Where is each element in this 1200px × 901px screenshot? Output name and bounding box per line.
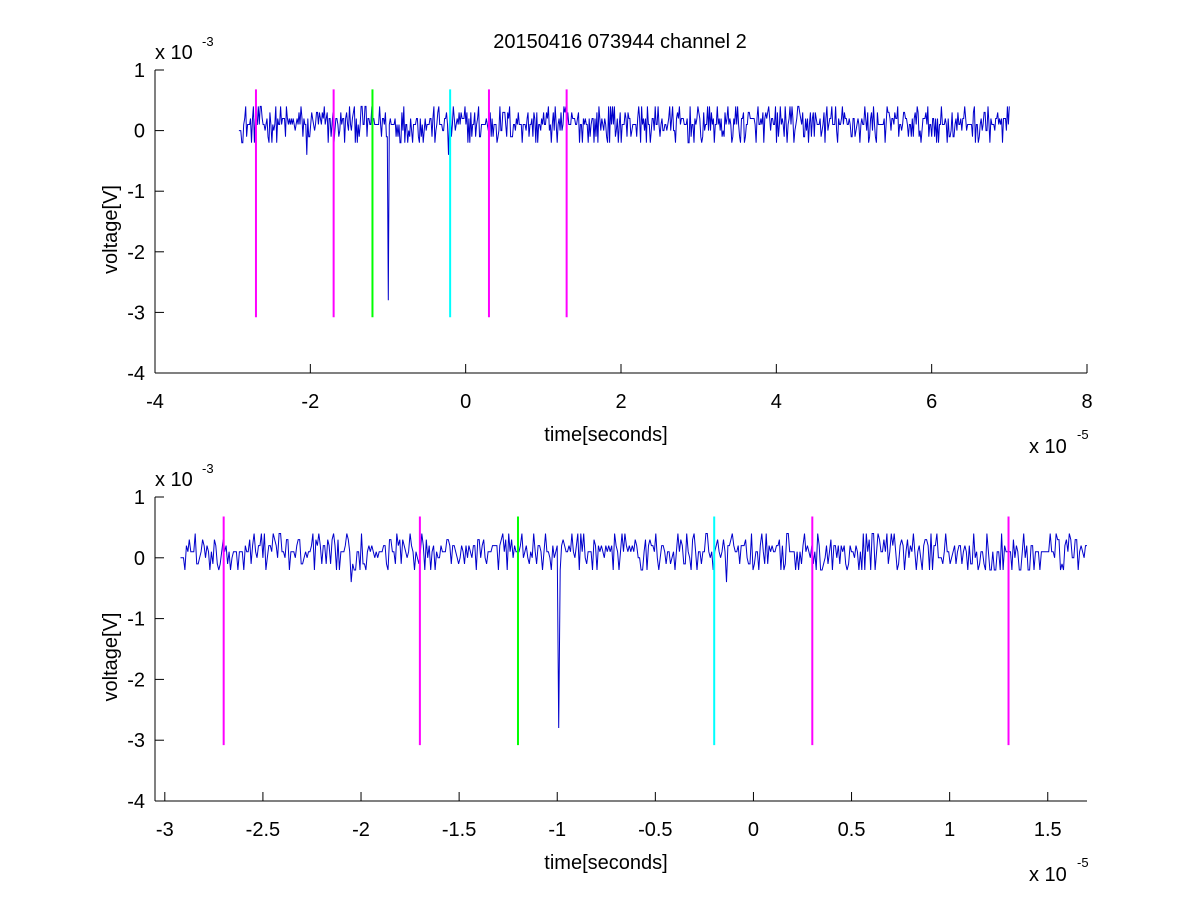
y-tick-label: 0 [134,548,145,570]
x-tick-label: -3 [156,819,174,841]
x-tick-label: -1.5 [442,819,476,841]
x-tick-label: -2 [301,391,319,413]
y-tick-label: -4 [127,363,145,385]
x-tick-label: 4 [771,391,782,413]
x-exponent-label: x 10 [1029,864,1067,886]
y-tick-label: 1 [134,487,145,509]
x-tick-label: 1.5 [1034,819,1062,841]
y-tick-label: 0 [134,121,145,143]
x-tick-label: 0.5 [838,819,866,841]
y-exponent-power: -3 [202,34,214,49]
y-tick-label: 1 [134,60,145,82]
y-tick-label: -2 [127,669,145,691]
x-exponent-power: -5 [1077,855,1089,870]
x-tick-label: 0 [460,391,471,413]
x-tick-label: 2 [615,391,626,413]
top-subplot: -4 -3 -2 -1 0 1 -4 -2 0 2 4 6 8 time[seconds] voltage[… [100,34,1093,458]
y-exponent-label: x 10 [155,42,193,64]
y-tick-label: -2 [127,242,145,264]
x-tick-label: 8 [1081,391,1092,413]
x-tick-label: -2 [352,819,370,841]
x-tick-label: 0 [748,819,759,841]
x-tick-label: 6 [926,391,937,413]
y-axis-label: voltage[V] [100,613,122,702]
x-axis-label: time[seconds] [544,424,667,446]
x-tick-label: -2.5 [246,819,280,841]
x-tick-label: -0.5 [638,819,672,841]
x-tick-label: -4 [146,391,164,413]
y-tick-label: -1 [127,609,145,631]
signal-trace [180,533,1087,729]
x-axis-label: time[seconds] [544,852,667,874]
y-tick-label: -4 [127,791,145,813]
y-tick-label: -3 [127,302,145,324]
x-tick-label: -1 [548,819,566,841]
y-axis-label: voltage[V] [100,185,122,274]
bottom-subplot: -4 -3 -2 -1 0 1 -3 -2.5 -2 -1.5 -1 -0.5 0 0.5 1 1.5 time… [100,461,1089,886]
y-exponent-power: -3 [202,461,214,476]
y-tick-label: -1 [127,181,145,203]
signal-trace [238,105,1010,301]
x-exponent-label: x 10 [1029,436,1067,458]
x-tick-label: 1 [944,819,955,841]
y-tick-label: -3 [127,730,145,752]
y-exponent-label: x 10 [155,469,193,491]
figure-title: 20150416 073944 channel 2 [493,31,747,53]
x-exponent-power: -5 [1077,427,1089,442]
